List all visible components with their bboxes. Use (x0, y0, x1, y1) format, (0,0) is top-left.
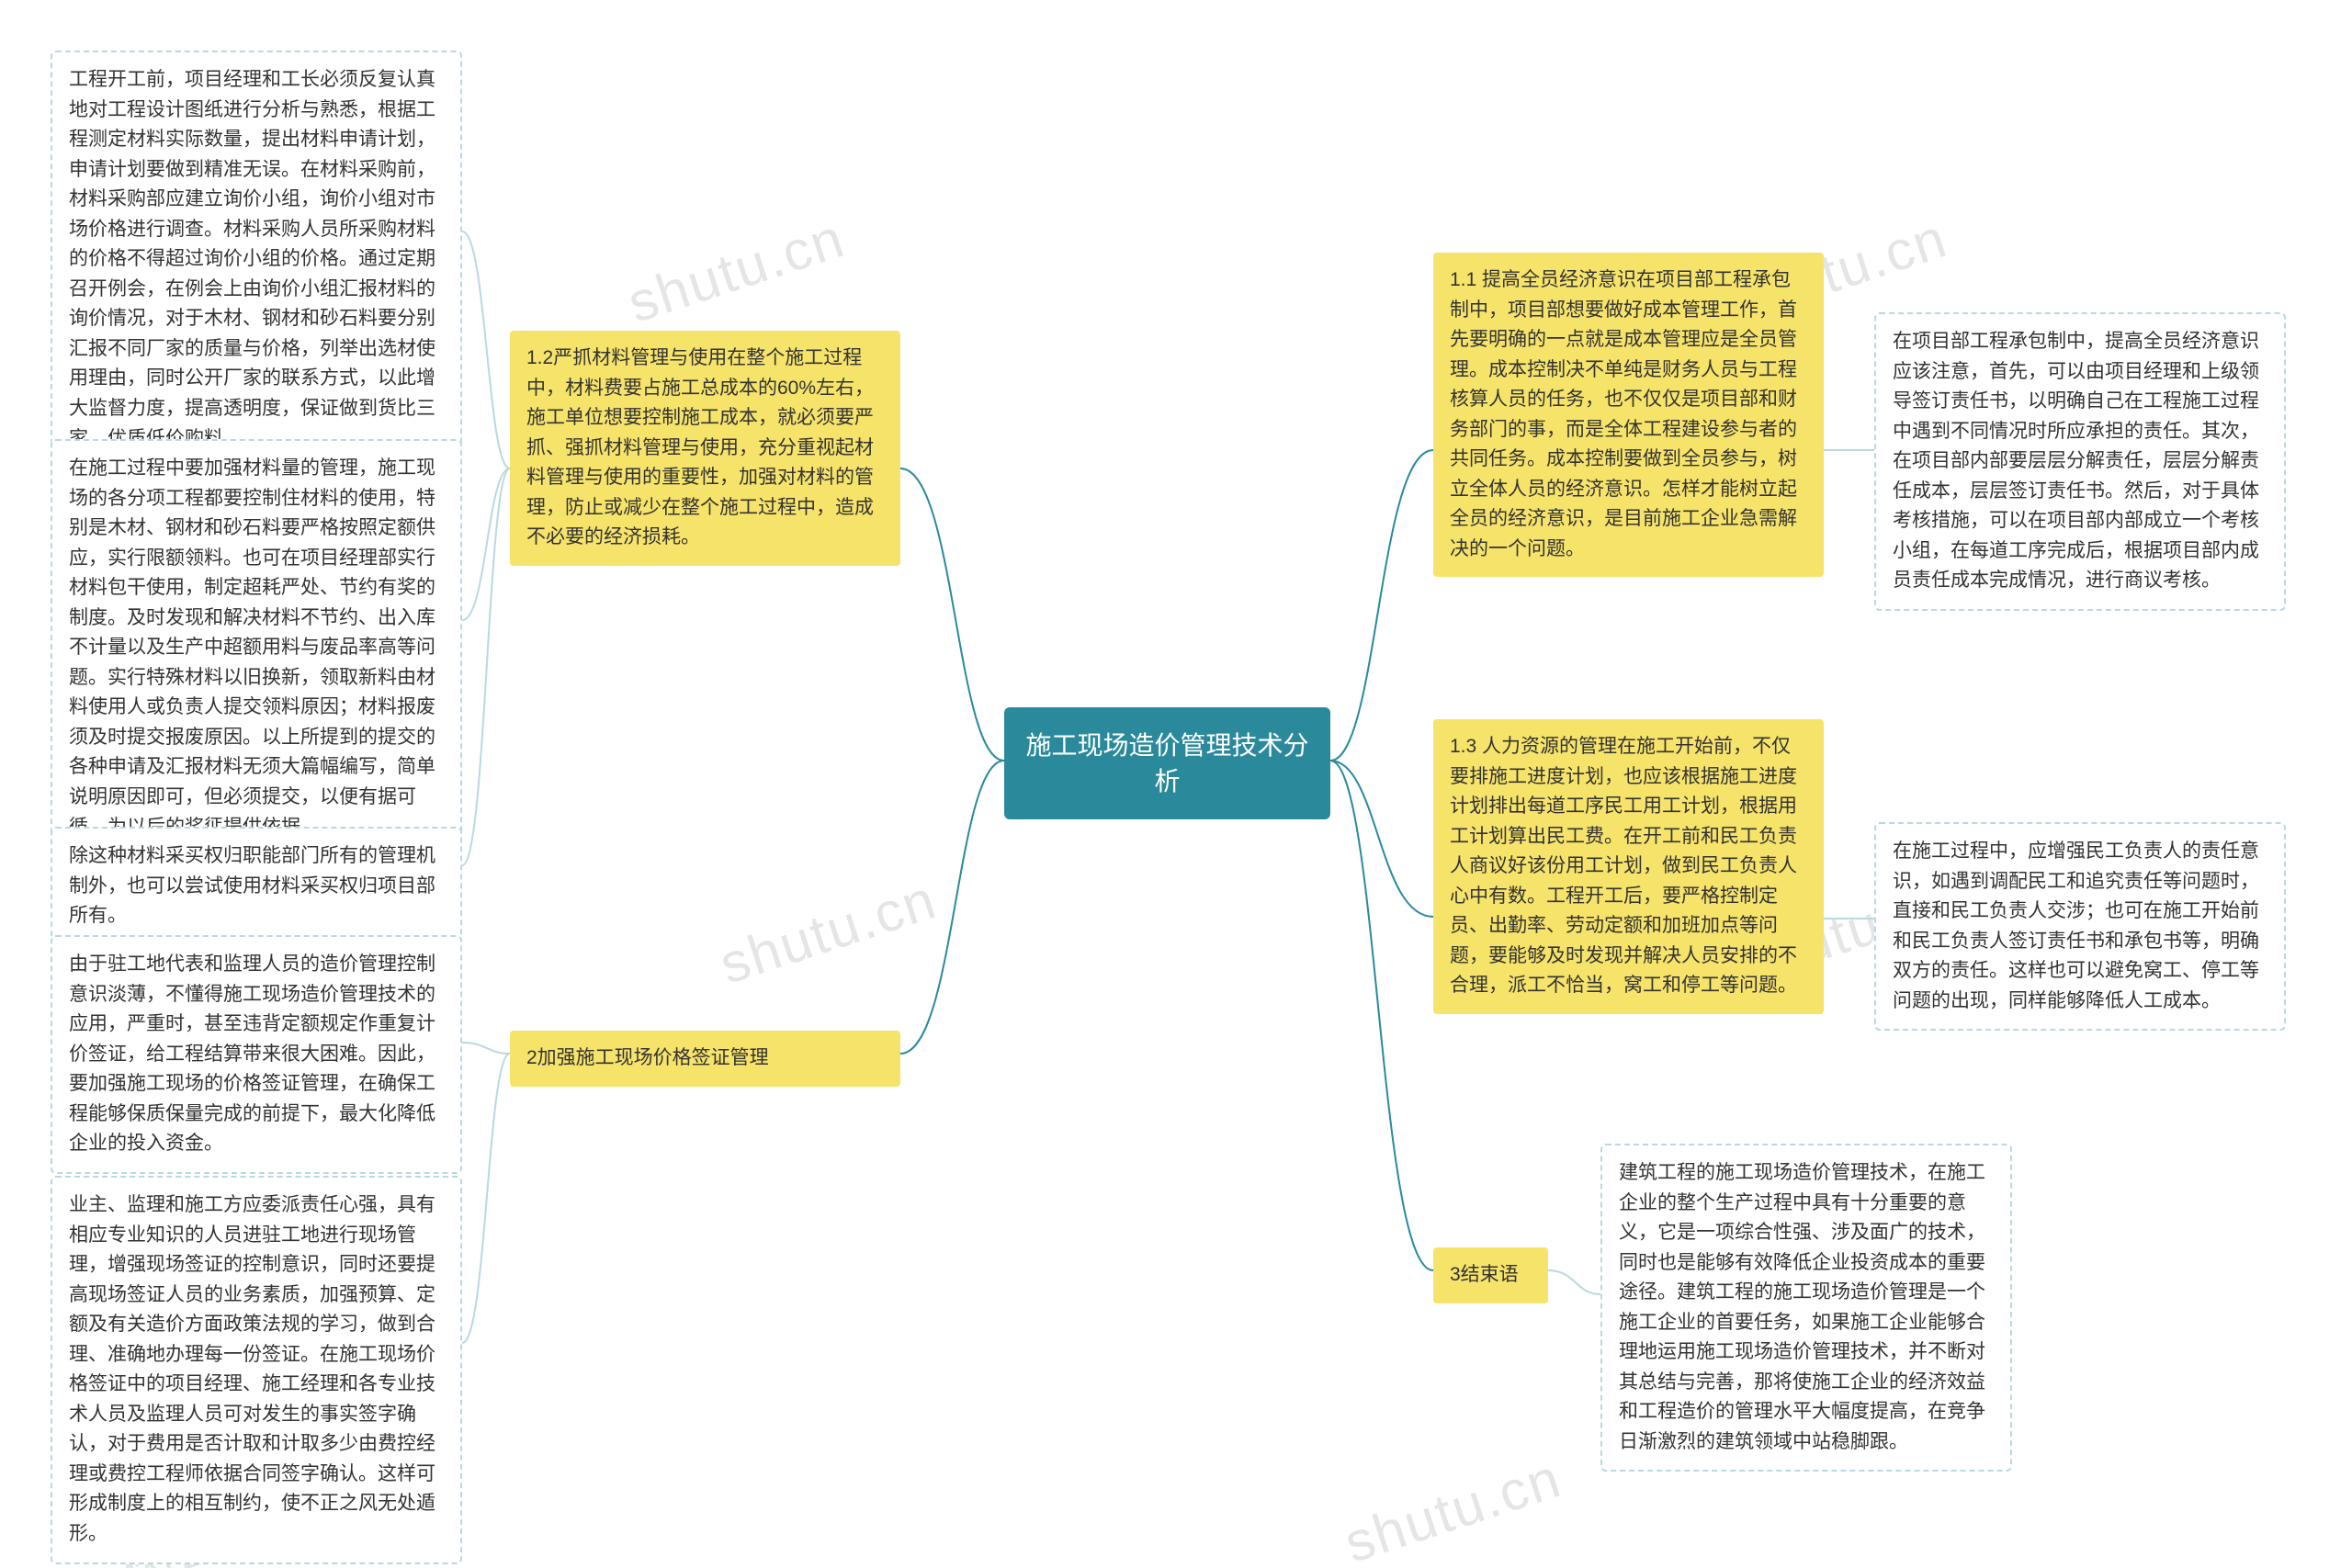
leaf-2b[interactable]: 业主、监理和施工方应委派责任心强，具有相应专业知识的人员进驻工地进行现场管理，增… (51, 1176, 462, 1564)
watermark: shutu.cn (712, 867, 944, 997)
leaf-2a[interactable]: 由于驻工地代表和监理人员的造价管理控制意识淡薄，不懂得施工现场造价管理技术的应用… (51, 935, 462, 1174)
branch-1-3[interactable]: 1.3 人力资源的管理在施工开始前，不仅要排施工进度计划，也应该根据施工进度计划… (1433, 719, 1824, 1014)
branch-1-2[interactable]: 1.2严抓材料管理与使用在整个施工过程中，材料费要占施工总成本的60%左右，施工… (510, 331, 900, 566)
leaf-1-3a[interactable]: 在施工过程中，应增强民工负责人的责任意识，如遇到调配民工和追究责任等问题时，直接… (1874, 822, 2286, 1031)
center-node[interactable]: 施工现场造价管理技术分析 (1004, 707, 1330, 819)
leaf-1-2c[interactable]: 除这种材料采买权归职能部门所有的管理机制外，也可以尝试使用材料采买权归项目部所有… (51, 827, 462, 946)
branch-2[interactable]: 2加强施工现场价格签证管理 (510, 1031, 900, 1087)
leaf-1-1a[interactable]: 在项目部工程承包制中，提高全员经济意识应该注意，首先，可以由项目经理和上级领导签… (1874, 312, 2286, 611)
leaf-1-2a[interactable]: 工程开工前，项目经理和工长必须反复认真地对工程设计图纸进行分析与熟悉，根据工程测… (51, 51, 462, 468)
branch-1-1[interactable]: 1.1 提高全员经济意识在项目部工程承包制中，项目部想要做好成本管理工作，首先要… (1433, 253, 1824, 577)
leaf-1-2b[interactable]: 在施工过程中要加强材料量的管理，施工现场的各分项工程都要控制住材料的使用，特别是… (51, 439, 462, 857)
leaf-3a[interactable]: 建筑工程的施工现场造价管理技术，在施工企业的整个生产过程中具有十分重要的意义，它… (1600, 1144, 2012, 1472)
watermark: shutu.cn (620, 206, 852, 335)
branch-3[interactable]: 3结束语 (1433, 1247, 1548, 1303)
watermark: shutu.cn (1337, 1446, 1568, 1568)
